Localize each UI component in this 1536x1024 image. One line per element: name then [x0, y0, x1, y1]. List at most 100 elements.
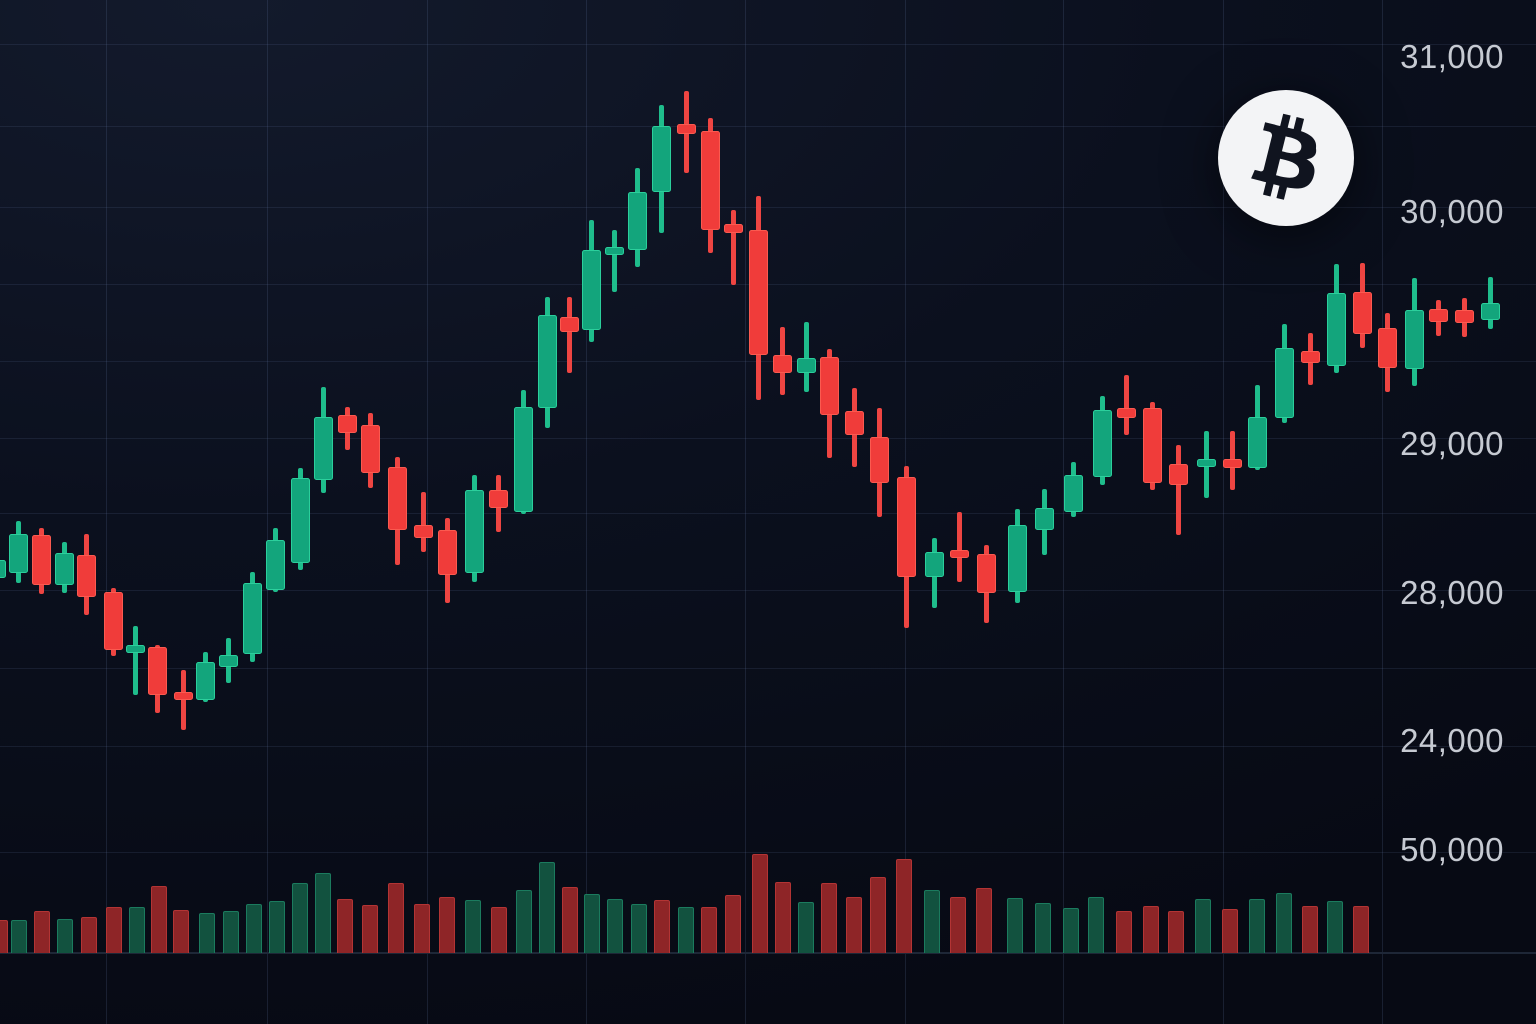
- volume-bar-up: [1007, 898, 1023, 953]
- candle-wick-down: [420, 492, 426, 553]
- candle-body-down: [1142, 408, 1162, 483]
- candle-body-up: [242, 583, 262, 655]
- gridline-vertical: [745, 0, 746, 1024]
- volume-bar-up: [798, 902, 814, 953]
- candle-wick-up: [132, 625, 138, 696]
- candle-body-down: [488, 490, 508, 508]
- volume-bar-up: [11, 920, 27, 953]
- volume-bar-down: [775, 882, 791, 953]
- volume-bar-down: [950, 897, 966, 953]
- candle-body-up: [604, 247, 624, 256]
- volume-bar-up: [1035, 902, 1051, 953]
- candle-body-up: [464, 490, 484, 574]
- gridline-vertical: [586, 0, 587, 1024]
- volume-bar-up: [584, 894, 600, 953]
- volume-bar-up: [246, 903, 262, 953]
- volume-bar-down: [173, 909, 189, 953]
- volume-bar-up: [1249, 899, 1265, 953]
- gridline-horizontal: [0, 590, 1536, 591]
- candle-body-down: [1116, 408, 1136, 419]
- volume-bar-up: [516, 889, 532, 953]
- candle-body-down: [896, 476, 916, 577]
- gridline-horizontal: [0, 44, 1536, 45]
- gridline-vertical: [1063, 0, 1064, 1024]
- volume-bar-down: [752, 854, 768, 953]
- volume-bar-down: [362, 904, 378, 953]
- candle-body-down: [723, 224, 743, 234]
- candle-body-down: [337, 414, 357, 433]
- candle-body-up: [125, 645, 145, 654]
- candle-body-up: [651, 125, 671, 193]
- volume-bar-up: [607, 899, 623, 953]
- candle-body-up: [54, 553, 74, 585]
- gridline-horizontal: [0, 852, 1536, 853]
- candle-wick-down: [566, 297, 572, 373]
- volume-bar-down: [34, 910, 50, 953]
- candle-body-down: [1377, 328, 1397, 369]
- volume-bar-down: [1116, 910, 1132, 953]
- volume-bar-down: [1222, 908, 1238, 953]
- candle-wick-down: [730, 209, 736, 286]
- gridline-horizontal: [0, 668, 1536, 669]
- volume-bar-down: [846, 897, 862, 953]
- candle-body-up: [218, 655, 238, 667]
- volume-bar-down: [0, 920, 8, 953]
- volume-bar-down: [1143, 905, 1159, 953]
- bitcoin-icon-glyph: [1251, 113, 1317, 200]
- gridline-horizontal: [0, 284, 1536, 285]
- volume-bar-up: [631, 903, 647, 953]
- candle-wick-down: [1175, 444, 1181, 535]
- gridline-vertical: [427, 0, 428, 1024]
- candle-body-down: [700, 131, 720, 230]
- volume-baseline: [0, 952, 1536, 954]
- candle-body-down: [103, 592, 123, 650]
- candle-body-down: [1168, 463, 1188, 485]
- candle-body-down: [147, 646, 167, 696]
- volume-bar-up: [1327, 901, 1343, 953]
- volume-bar-up: [269, 901, 285, 953]
- candle-body-down: [748, 229, 768, 355]
- volume-bar-down: [414, 903, 430, 953]
- price-axis-label: 30,000: [1400, 193, 1504, 230]
- volume-bar-up: [292, 882, 308, 953]
- volume-bar-down: [106, 906, 122, 953]
- candle-body-up: [265, 540, 285, 590]
- gridline-horizontal: [0, 207, 1536, 208]
- candle-body-down: [676, 124, 696, 135]
- gridline-vertical: [1223, 0, 1224, 1024]
- candle-body-up: [195, 662, 215, 700]
- candle-body-up: [537, 315, 557, 409]
- candle-body-down: [559, 317, 579, 332]
- gridline-horizontal: [0, 513, 1536, 514]
- volume-bar-up: [678, 906, 694, 953]
- candle-body-up: [513, 407, 533, 513]
- volume-bar-up: [1088, 897, 1104, 953]
- volume-bar-down: [870, 877, 886, 953]
- volume-bar-down: [388, 882, 404, 953]
- candle-body-down: [819, 357, 839, 415]
- candle-body-down: [976, 554, 996, 594]
- price-axis-label: 31,000: [1400, 38, 1504, 75]
- volume-bar-up: [129, 906, 145, 953]
- bitcoin-icon: [1218, 90, 1354, 226]
- volume-bar-down: [81, 917, 97, 953]
- candle-body-up: [1092, 410, 1112, 477]
- candle-body-down: [437, 530, 457, 575]
- volume-bar-down: [821, 882, 837, 953]
- volume-bar-down: [151, 885, 167, 953]
- candle-body-down: [772, 354, 792, 373]
- volume-bar-down: [1302, 905, 1318, 953]
- candle-body-down: [1352, 291, 1372, 334]
- volume-bar-down: [337, 899, 353, 953]
- volume-bar-up: [1276, 893, 1292, 953]
- candle-body-down: [1428, 309, 1448, 322]
- candle-body-up: [1480, 302, 1500, 320]
- volume-bar-down: [491, 906, 507, 953]
- candle-body-up: [1063, 474, 1083, 513]
- price-axis-label: 50,000: [1400, 831, 1504, 868]
- candle-body-down: [387, 466, 407, 531]
- candle-body-up: [796, 358, 816, 373]
- candle-body-up: [627, 192, 647, 250]
